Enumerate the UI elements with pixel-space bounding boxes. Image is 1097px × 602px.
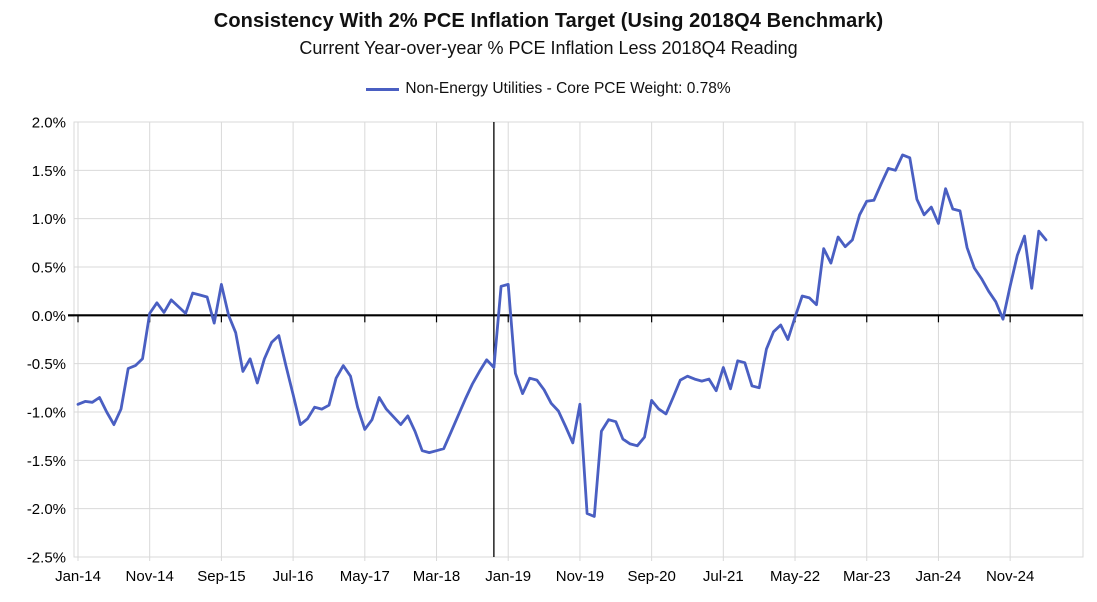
y-tick-label: 2.0% (32, 115, 66, 132)
x-tick-label: Jan-14 (55, 568, 101, 585)
chart-title: Consistency With 2% PCE Inflation Target… (213, 10, 884, 32)
x-tick-label: Jan-24 (916, 568, 962, 585)
chart-subtitle: Current Year-over-year % PCE Inflation L… (299, 38, 798, 58)
x-tick-label: Nov-14 (126, 568, 174, 585)
x-tick-label: Nov-24 (986, 568, 1034, 585)
y-tick-label: -1.0% (27, 405, 66, 422)
y-tick-label: 0.5% (32, 260, 66, 277)
y-tick-label: -2.5% (27, 550, 66, 567)
x-tick-label: Jan-19 (485, 568, 531, 585)
x-tick-label: May-17 (340, 568, 390, 585)
x-tick-label: May-22 (770, 568, 820, 585)
y-tick-label: -0.5% (27, 356, 66, 373)
y-tick-label: -1.5% (27, 453, 66, 470)
plot-border (73, 121, 1084, 558)
y-tick-label: -2.0% (27, 501, 66, 518)
y-tick-label: 0.0% (32, 308, 66, 325)
x-tick-label: Jul-21 (703, 568, 744, 585)
series-line (76, 153, 1048, 518)
y-tick-label: 1.0% (32, 211, 66, 228)
x-tick-label: Sep-15 (197, 568, 245, 585)
x-tick-label: Sep-20 (627, 568, 675, 585)
legend: Non-Energy Utilities - Core PCE Weight: … (0, 80, 1097, 98)
x-tick-label: Jul-16 (273, 568, 314, 585)
legend-line-marker (366, 87, 400, 91)
x-tick-label: Mar-18 (413, 568, 461, 585)
legend-label: Non-Energy Utilities - Core PCE Weight: … (405, 80, 731, 97)
x-tick-label: Mar-23 (843, 568, 891, 585)
y-tick-label: 1.5% (32, 163, 66, 180)
x-tick-label: Nov-19 (556, 568, 604, 585)
